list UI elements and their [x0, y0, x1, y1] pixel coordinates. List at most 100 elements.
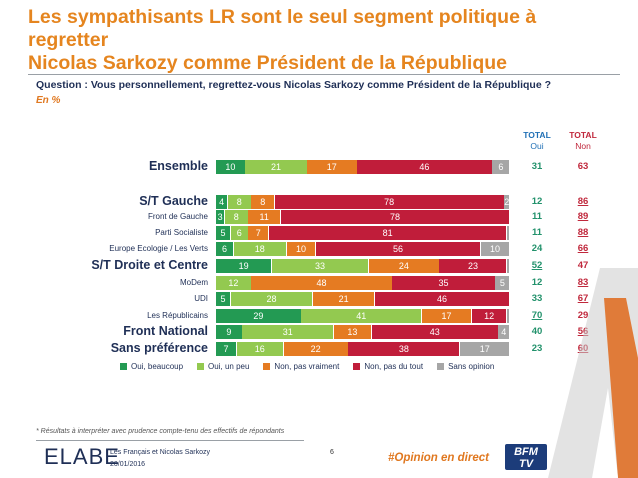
footnote: * Résultats à interpréter avec prudence … [36, 428, 285, 435]
row-label: S/T Droite et Centre [91, 258, 208, 272]
bar-segment: 7 [216, 342, 236, 356]
footer-divider [36, 440, 304, 441]
bar-segment: 22 [283, 342, 348, 356]
row-label: UDI [194, 294, 208, 303]
bar-segment: 23 [439, 259, 507, 273]
row-label: Parti Socialiste [155, 228, 208, 237]
total-non-value: 89 [577, 211, 589, 222]
legend-swatch [353, 363, 361, 370]
legend-swatch [120, 363, 127, 370]
bar-segment: 19 [216, 259, 272, 273]
bar-segment: 2 [504, 195, 510, 209]
bar-segment: 29 [216, 309, 301, 323]
legend-item: Non, pas vraiment [263, 362, 339, 371]
bar-segment: 12 [216, 276, 251, 290]
total-oui-value: 24 [531, 243, 543, 254]
total-oui-value: 52 [531, 260, 543, 271]
bfm-tv-logo [505, 444, 547, 470]
study-date: 20/01/2016 [110, 461, 146, 468]
row-label: Europe Ecologie / Les Verts [109, 244, 208, 253]
legend-swatch [197, 363, 205, 370]
elabe-a-decoration [548, 268, 638, 478]
row-label: Ensemble [148, 159, 208, 173]
bar-segment [507, 259, 510, 273]
bar-segment: 21 [245, 160, 307, 174]
legend-item: Oui, beaucoup [120, 362, 183, 371]
bar-segment: 17 [460, 342, 510, 356]
chart-legend: Oui, beaucoup Oui, un peu Non, pas vraimen… [120, 362, 494, 371]
bar-segment: 4 [498, 325, 510, 339]
legend-label: Oui, beaucoup [131, 362, 184, 371]
total-non-value: 67 [577, 293, 589, 304]
bar-segment: 4 [216, 195, 228, 209]
bar-segment: 46 [374, 292, 510, 306]
total-oui-value: 70 [531, 310, 543, 321]
bar-segment [507, 226, 510, 240]
bar-segment: 78 [280, 210, 510, 224]
page-number: 6 [330, 449, 334, 456]
legend-item: Sans opinion [437, 362, 494, 371]
row-label: Sans préférence [110, 341, 208, 355]
elabe-logo: ELABE [44, 444, 120, 469]
total-non-value: 88 [577, 227, 589, 238]
total-oui-value: 12 [531, 196, 543, 207]
bar-segment: 24 [368, 259, 439, 273]
bar-segment: 10 [286, 242, 316, 256]
bar-segment: 5 [216, 226, 231, 240]
total-oui-value: 11 [531, 227, 543, 238]
question-text: Question : Vous personnellement, regrett… [36, 79, 552, 91]
total-oui-header-line2: Oui [530, 141, 544, 151]
total-non-header-line2: Non [575, 141, 591, 151]
bar-segment: 5 [216, 292, 231, 306]
bar-segment: 78 [274, 195, 504, 209]
bar-segment: 11 [248, 210, 281, 224]
total-non-header: TOTAL Non [563, 130, 603, 152]
hashtag: #Opinion en direct [388, 452, 489, 464]
slide-title: Les sympathisants LR sont le seul segmen… [28, 6, 618, 75]
total-non-value: 63 [577, 161, 589, 172]
title-line-1: Les sympathisants LR sont le seul segmen… [28, 6, 537, 51]
legend-swatch [437, 363, 445, 370]
bar-segment: 43 [371, 325, 498, 339]
total-non-value: 83 [577, 277, 589, 288]
total-oui-value: 12 [531, 277, 543, 288]
bar-segment: 46 [357, 160, 492, 174]
total-oui-value: 40 [531, 326, 543, 337]
bar-segment: 48 [251, 276, 392, 290]
bar-segment: 8 [227, 195, 251, 209]
bar-segment [507, 309, 510, 323]
bar-segment: 9 [216, 325, 242, 339]
row-label: S/T Gauche [139, 194, 208, 208]
legend-label: Sans opinion [448, 362, 495, 371]
bar-segment: 6 [216, 242, 234, 256]
bar-segment: 17 [307, 160, 357, 174]
total-non-value: 47 [577, 260, 589, 271]
total-oui-header: TOTAL Oui [517, 130, 557, 152]
title-divider [28, 74, 620, 75]
legend-label: Non, pas vraiment [274, 362, 340, 371]
bar-segment: 3 [216, 210, 225, 224]
total-non-value: 86 [577, 196, 589, 207]
bar-segment: 6 [492, 160, 510, 174]
bar-segment: 16 [236, 342, 284, 356]
title-line-2: Nicolas Sarkozy comme Président de la Ré… [28, 52, 507, 74]
bar-segment: 38 [348, 342, 460, 356]
total-oui-value: 33 [531, 293, 543, 304]
bar-segment: 17 [421, 309, 472, 323]
bar-segment: 56 [315, 242, 480, 256]
bar-segment: 31 [242, 325, 333, 339]
legend-item: Non, pas du tout [353, 362, 423, 371]
bar-segment: 6 [230, 226, 248, 240]
total-non-value: 29 [577, 310, 589, 321]
bar-segment: 7 [248, 226, 269, 240]
bar-segment: 41 [301, 309, 422, 323]
legend-item: Oui, un peu [197, 362, 249, 371]
row-label: MoDem [179, 278, 208, 287]
bar-segment: 8 [224, 210, 248, 224]
bar-segment: 18 [233, 242, 286, 256]
unit-label: En % [36, 95, 61, 106]
total-non-header-line1: TOTAL [569, 130, 597, 140]
bar-segment: 28 [230, 292, 313, 306]
total-oui-header-line1: TOTAL [523, 130, 551, 140]
